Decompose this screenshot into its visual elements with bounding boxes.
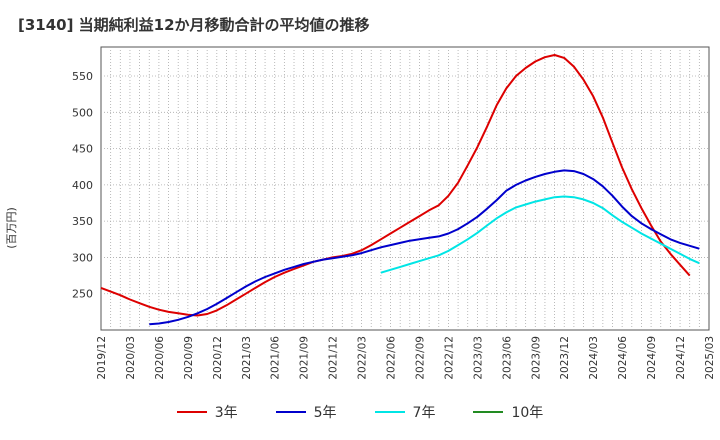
x-tick-labels: 2019/12 2020/03 2020/06 2020/09 2020/12 2021/… — [96, 336, 716, 380]
x-tick-label: 2023/09 — [530, 336, 542, 380]
legend-label: 5年 — [313, 405, 337, 421]
y-tick-label: 400 — [72, 179, 93, 192]
plot-area — [100, 46, 710, 331]
x-tick-label: 2020/06 — [154, 336, 166, 380]
x-tick-label: 2021/06 — [270, 336, 282, 380]
x-tick-label: 2023/03 — [472, 336, 484, 380]
legend-item: 7年 — [374, 402, 436, 422]
y-tick-label: 350 — [72, 215, 93, 228]
x-tick-label: 2024/06 — [617, 336, 629, 380]
legend-label: 7年 — [412, 405, 436, 421]
legend-swatch — [374, 411, 405, 413]
x-tick-label: 2022/03 — [357, 336, 369, 380]
y-tick-label: 450 — [72, 143, 93, 156]
x-tick-label: 2025/03 — [704, 336, 716, 380]
y-tick-label: 300 — [72, 251, 93, 264]
x-tick-label: 2021/12 — [328, 336, 340, 380]
series-lines — [100, 54, 700, 326]
x-tick-label: 2020/03 — [125, 336, 137, 380]
legend: 3年 5年 7年 10年 — [0, 402, 720, 422]
x-tick-label: 2021/03 — [241, 336, 253, 380]
x-tick-label: 2024/03 — [588, 336, 600, 380]
legend-label: 3年 — [214, 405, 238, 421]
legend-swatch — [473, 411, 504, 413]
chart-title: [3140] 当期純利益12か月移動合計の平均値の推移 — [18, 16, 370, 34]
y-tick-label: 550 — [72, 70, 93, 83]
y-tick-labels: 250 300 350 400 450 500 550 — [72, 70, 93, 301]
x-tick-label: 2024/12 — [675, 336, 687, 380]
x-tick-label: 2021/09 — [299, 336, 311, 380]
x-tick-label: 2020/12 — [212, 336, 224, 380]
x-tick-label: 2019/12 — [96, 336, 108, 380]
legend-swatch — [176, 411, 207, 413]
x-tick-label: 2020/09 — [183, 336, 195, 380]
legend-item: 10年 — [473, 402, 543, 422]
legend-label: 10年 — [511, 405, 544, 421]
x-tick-label: 2023/06 — [501, 336, 513, 380]
series-line-5年 — [149, 169, 700, 326]
y-tick-label: 500 — [72, 106, 93, 119]
x-tick-label: 2022/06 — [386, 336, 398, 380]
grid-lines — [101, 47, 709, 330]
legend-item: 3年 — [176, 402, 238, 422]
legend-item: 5年 — [275, 402, 337, 422]
x-tick-label: 2022/09 — [414, 336, 426, 380]
legend-swatch — [275, 411, 306, 413]
series-line-7年 — [380, 195, 700, 274]
x-tick-label: 2023/12 — [559, 336, 571, 380]
x-tick-label: 2022/12 — [443, 336, 455, 380]
y-tick-label: 250 — [72, 288, 93, 301]
x-tick-label: 2024/09 — [646, 336, 658, 380]
series-line-3年 — [100, 54, 691, 317]
